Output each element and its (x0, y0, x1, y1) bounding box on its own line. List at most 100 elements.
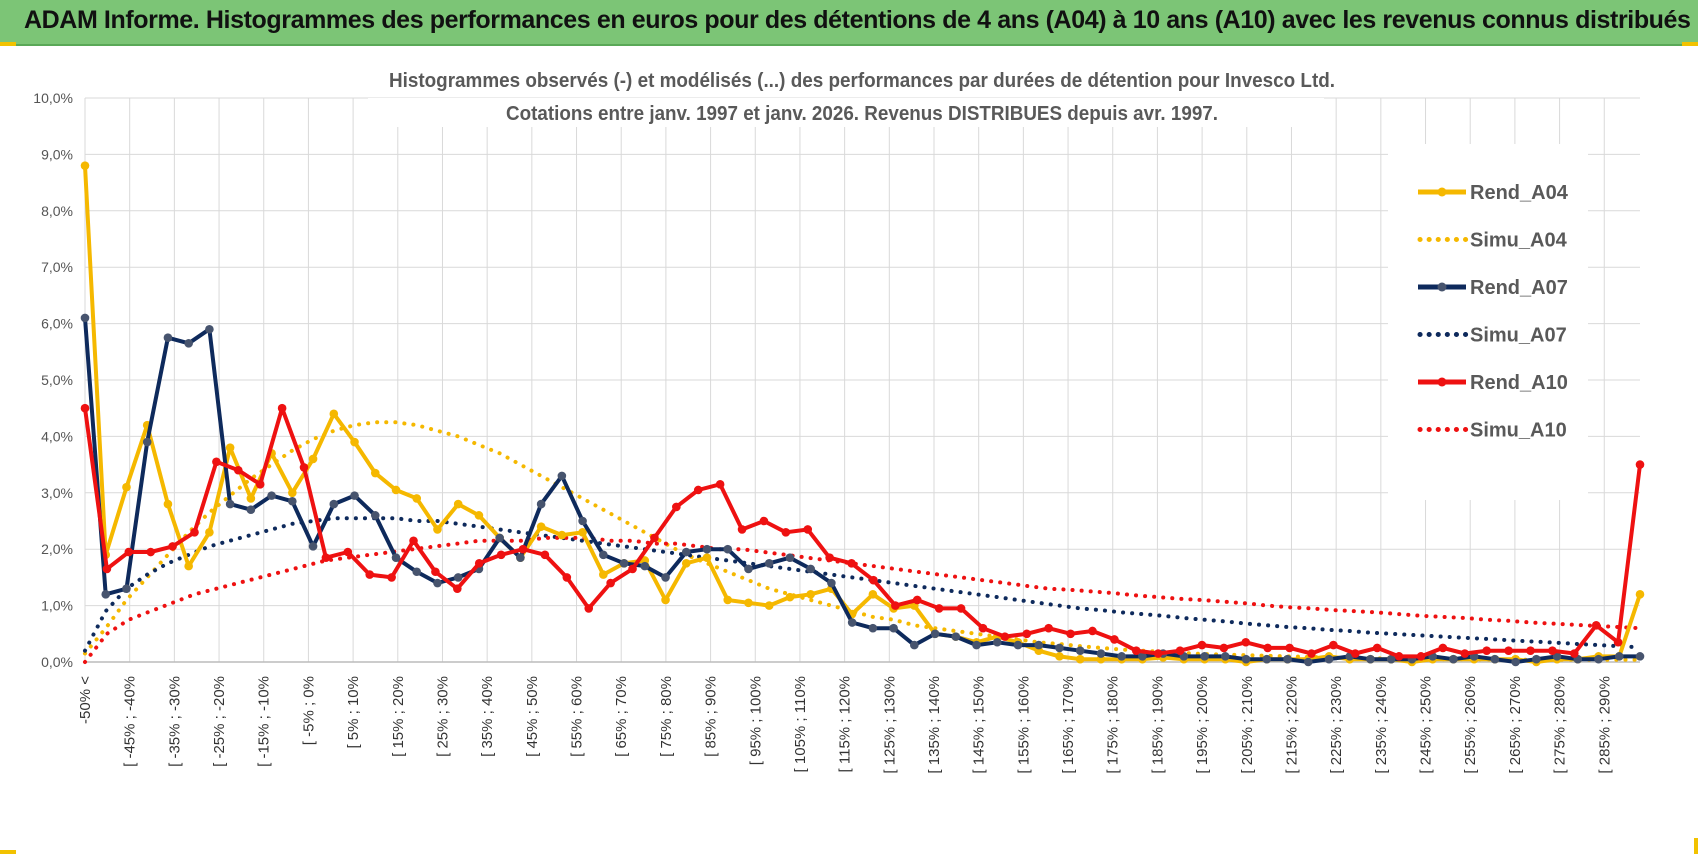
data-point-Rend_A04 (1075, 654, 1085, 664)
data-point-Rend_A07 (1013, 640, 1023, 650)
data-point-Rend_A07 (661, 573, 670, 582)
data-point-Rend_A07 (972, 640, 981, 650)
data-point-Rend_A10 (1285, 643, 1294, 653)
data-point-Rend_A07 (889, 623, 898, 633)
data-point-Rend_A07 (1200, 652, 1209, 661)
x-tick-label: [ 55% ; 60% (569, 676, 586, 757)
data-point-Rend_A07 (370, 511, 380, 520)
data-point-Rend_A10 (387, 573, 396, 582)
data-point-Rend_A04 (661, 595, 670, 605)
data-point-Rend_A10 (409, 536, 418, 546)
x-tick-label: [ 265% ; 270% (1507, 676, 1524, 774)
x-tick-label: [ 125% ; 130% (881, 676, 898, 774)
data-point-Rend_A10 (693, 485, 703, 495)
y-tick-label: 2,0% (41, 541, 73, 557)
data-point-Rend_A10 (628, 564, 637, 574)
data-point-Rend_A10 (343, 547, 353, 557)
data-point-Rend_A10 (453, 584, 462, 593)
data-point-Rend_A10 (299, 463, 309, 472)
legend-marker-Rend_A04 (1437, 187, 1447, 197)
data-point-Rend_A10 (234, 465, 243, 475)
data-point-Rend_A10 (1088, 626, 1097, 636)
data-point-Rend_A07 (80, 313, 90, 323)
chart-title-line: Histogrammes observés (-) et modélisés (… (389, 70, 1335, 92)
data-point-Rend_A10 (1460, 649, 1470, 658)
data-point-Rend_A10 (80, 403, 90, 413)
data-point-Rend_A04 (1055, 652, 1064, 661)
data-point-Rend_A10 (869, 575, 878, 585)
data-point-Rend_A04 (474, 511, 484, 520)
y-tick-label: 0,0% (41, 654, 73, 670)
legend-bg (1388, 144, 1588, 500)
legend-marker-Rend_A07 (1437, 282, 1447, 292)
data-point-Rend_A10 (803, 525, 813, 534)
x-tick-label: [ 95% ; 100% (747, 676, 764, 765)
data-point-Rend_A10 (1131, 646, 1141, 656)
y-tick-label: 4,0% (41, 428, 73, 444)
data-point-Rend_A10 (584, 604, 594, 613)
data-point-Rend_A04 (1635, 590, 1645, 599)
chart-title-bg (368, 98, 1324, 127)
data-point-Rend_A10 (190, 527, 199, 537)
data-point-Rend_A04 (744, 598, 753, 608)
data-point-Rend_A10 (1197, 640, 1207, 650)
data-point-Rend_A10 (1394, 652, 1404, 661)
data-point-Rend_A07 (1511, 657, 1520, 667)
data-point-Rend_A07 (868, 623, 878, 633)
data-point-Rend_A07 (122, 584, 131, 593)
data-point-Rend_A04 (246, 494, 256, 503)
legend-marker-Rend_A10 (1437, 377, 1447, 387)
data-point-Rend_A10 (715, 480, 725, 489)
data-point-Rend_A07 (1386, 654, 1396, 664)
x-tick-label: [ 115% ; 120% (837, 676, 854, 772)
data-point-Rend_A07 (764, 559, 774, 568)
data-point-Rend_A10 (212, 457, 221, 467)
data-point-Rend_A10 (1372, 643, 1382, 653)
data-point-Rend_A07 (910, 640, 919, 650)
data-point-Rend_A10 (1022, 629, 1032, 639)
data-point-Rend_A10 (1591, 621, 1601, 630)
x-tick-label: [ 15% ; 20% (390, 676, 407, 757)
data-point-Rend_A04 (350, 437, 359, 447)
report-header: ADAM Informe. Histogrammes des performan… (0, 0, 1698, 46)
series-line-Rend_A07 (83, 317, 1640, 664)
x-tick-label: [ -15% ; -10% (256, 676, 273, 767)
series-line-Simu_A07 (83, 516, 1642, 653)
data-point-Rend_A07 (599, 550, 608, 560)
data-point-Rend_A07 (412, 567, 422, 577)
data-point-Rend_A04 (412, 494, 422, 503)
series-line-Simu_A10 (83, 535, 1642, 664)
data-point-Rend_A04 (308, 454, 318, 464)
frame-corner-br (1694, 838, 1698, 854)
data-point-Rend_A10 (978, 623, 988, 633)
chart-title-line: Cotations entre janv. 1997 et janv. 2026… (506, 103, 1218, 125)
data-point-Rend_A10 (255, 480, 265, 489)
x-tick-label: [ 285% ; 290% (1596, 676, 1613, 774)
data-point-Rend_A07 (1138, 652, 1147, 661)
data-point-Rend_A07 (495, 533, 504, 543)
data-point-Rend_A07 (142, 437, 152, 447)
data-point-Rend_A10 (1569, 649, 1579, 658)
data-point-Rend_A10 (672, 502, 681, 512)
data-point-Rend_A04 (391, 485, 401, 495)
data-point-Rend_A10 (518, 544, 528, 554)
data-point-Rend_A10 (168, 542, 177, 551)
y-tick-label: 8,0% (41, 203, 73, 219)
x-tick-label: [ -35% ; -30% (166, 676, 183, 767)
data-point-Rend_A07 (1635, 652, 1645, 661)
data-point-Rend_A10 (496, 550, 506, 560)
data-point-Rend_A10 (1110, 635, 1119, 644)
data-point-Rend_A07 (827, 578, 836, 588)
frame-corner-tl (0, 42, 16, 46)
data-point-Rend_A10 (1000, 632, 1010, 641)
data-point-Rend_A04 (184, 561, 193, 571)
data-point-Rend_A07 (806, 564, 815, 574)
frame-corner-tr (1682, 42, 1698, 46)
data-point-Rend_A07 (350, 491, 359, 500)
x-tick-label: [ -45% ; -40% (122, 676, 139, 767)
x-tick-label: [ 135% ; 140% (926, 676, 943, 774)
x-tick-label: [ 65% ; 70% (613, 676, 630, 757)
x-tick-label: [ 25% ; 30% (434, 676, 451, 757)
data-point-Rend_A04 (785, 592, 795, 602)
y-tick-label: 5,0% (41, 372, 73, 388)
